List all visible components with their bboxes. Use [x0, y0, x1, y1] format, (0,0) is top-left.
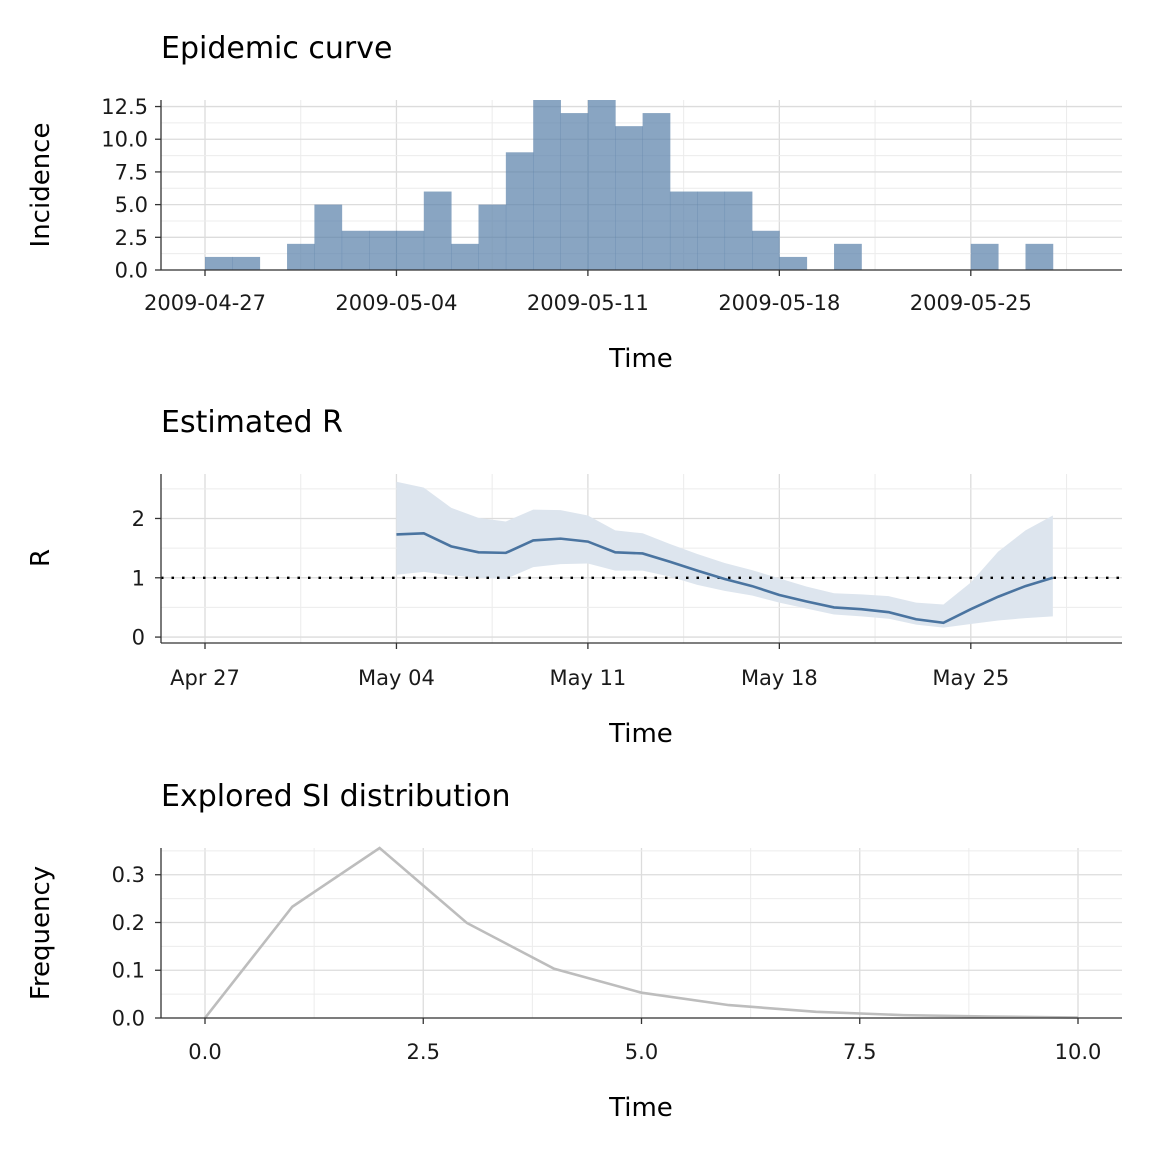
- incidence-bar: [451, 243, 479, 270]
- si-distribution-y-axis-title: Frequency: [26, 866, 56, 1000]
- epidemic-curve-x-ticks: 2009-04-27 2009-05-04 2009-05-11 2009-05-18…: [144, 270, 1032, 315]
- y-tick-label: 0.1: [112, 959, 145, 983]
- incidence-bar: [396, 230, 425, 270]
- y-tick-label: 10.0: [101, 128, 148, 152]
- incidence-bar: [560, 113, 589, 270]
- incidence-bar: [669, 191, 698, 270]
- incidence-bar: [834, 243, 862, 270]
- epidemic-curve-x-axis-title: Time: [608, 344, 673, 374]
- x-tick-label: 2009-05-18: [718, 291, 840, 315]
- y-tick-label: 1: [132, 566, 145, 590]
- estimated-r-credible-band: [396, 481, 1053, 628]
- x-tick-label: 2009-05-11: [527, 291, 649, 315]
- si-distribution-x-ticks: 0.0 2.5 5.0 7.5 10.0: [188, 1018, 1101, 1064]
- x-tick-label: May 11: [549, 666, 626, 690]
- si-distribution-line: [203, 846, 1079, 1019]
- y-tick-label: 5.0: [115, 193, 148, 217]
- y-tick-label: 0.3: [112, 863, 145, 887]
- estimated-r-x-axis-title: Time: [608, 719, 673, 749]
- si-distribution-y-ticks: 0.0 0.1 0.2 0.3: [112, 863, 161, 1031]
- y-tick-label: 0.0: [112, 1007, 145, 1031]
- incidence-bar: [232, 256, 261, 270]
- y-tick-label: 12.5: [101, 95, 148, 119]
- incidence-bar: [615, 126, 643, 271]
- incidence-bar: [287, 243, 315, 270]
- x-tick-label: May 18: [741, 666, 818, 690]
- incidence-bar: [697, 191, 726, 270]
- estimated-r-mean-line: [396, 531, 1054, 625]
- x-tick-label: 5.0: [625, 1040, 658, 1064]
- incidence-bar: [1025, 243, 1054, 270]
- x-tick-label: 2009-05-04: [335, 291, 457, 315]
- si-distribution-panel: Explored SI distribution 0.0 0.1 0.2 0.3 0.…: [26, 779, 1122, 1123]
- estimated-r-x-ticks: Apr 27 May 04 May 11 May 18 May 25: [170, 643, 1009, 690]
- incidence-bar: [314, 204, 343, 270]
- x-tick-label: May 25: [932, 666, 1009, 690]
- incidence-bar: [423, 191, 452, 270]
- epidemic-curve-title: Epidemic curve: [161, 31, 392, 66]
- epidemic-curve-y-axis-title: Incidence: [26, 123, 56, 248]
- estimated-r-panel: Estimated R 0 1 2 Apr 27 May 04 May 11 May 18…: [26, 405, 1122, 749]
- x-tick-label: 2.5: [407, 1040, 440, 1064]
- estimated-r-title: Estimated R: [161, 405, 343, 440]
- incidence-bar: [505, 152, 534, 270]
- incidence-bar: [478, 204, 507, 270]
- incidence-bar: [752, 230, 780, 270]
- y-tick-label: 0.0: [115, 259, 148, 283]
- epidemic-curve-panel: Epidemic curve 0.0 2.5 5.0 7.5 10.0 12.5 2009…: [26, 31, 1122, 374]
- epidemic-curve-bars: [205, 100, 1054, 271]
- estimated-r-y-axis-title: R: [26, 549, 56, 567]
- incidence-bar: [369, 230, 397, 270]
- x-tick-label: 0.0: [188, 1040, 221, 1064]
- si-distribution-title: Explored SI distribution: [161, 779, 511, 814]
- y-tick-label: 2.5: [115, 226, 148, 250]
- x-tick-label: May 04: [358, 666, 435, 690]
- estimated-r-y-ticks: 0 1 2: [132, 507, 161, 650]
- epidemic-curve-y-ticks: 0.0 2.5 5.0 7.5 10.0 12.5: [101, 95, 161, 283]
- incidence-bar: [970, 243, 999, 270]
- y-tick-label: 0: [132, 626, 145, 650]
- incidence-bar: [533, 100, 561, 270]
- incidence-bar: [205, 256, 233, 270]
- x-tick-label: 2009-05-25: [910, 291, 1032, 315]
- x-tick-label: 2009-04-27: [144, 291, 266, 315]
- incidence-bar: [341, 230, 370, 270]
- incidence-bar: [587, 100, 616, 270]
- x-tick-label: 10.0: [1055, 1040, 1102, 1064]
- y-tick-label: 2: [132, 507, 145, 531]
- y-tick-label: 0.2: [112, 911, 145, 935]
- incidence-bar: [779, 256, 808, 270]
- x-tick-label: Apr 27: [170, 666, 240, 690]
- si-distribution-x-axis-title: Time: [608, 1093, 673, 1123]
- incidence-bar: [724, 191, 753, 270]
- x-tick-label: 7.5: [843, 1040, 876, 1064]
- incidence-bar: [642, 113, 671, 270]
- y-tick-label: 7.5: [115, 160, 148, 184]
